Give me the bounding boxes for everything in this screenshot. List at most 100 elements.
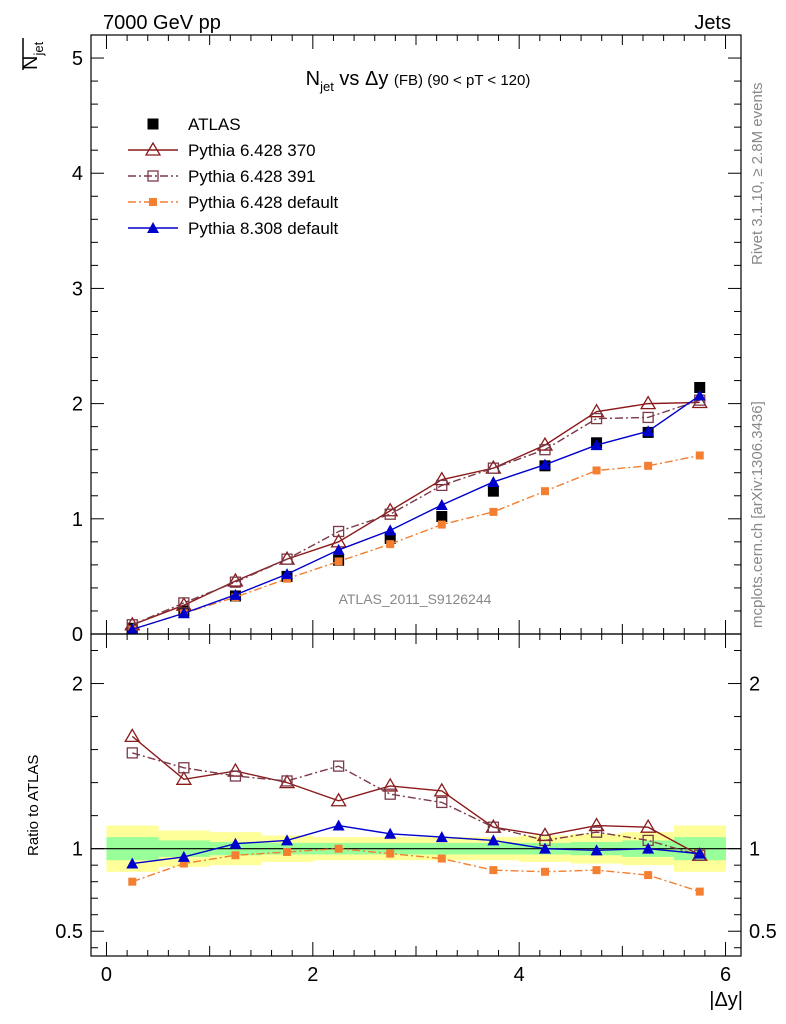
data-point <box>436 511 448 523</box>
ratio-point <box>231 851 240 860</box>
data-point <box>433 471 450 486</box>
ratio-point <box>487 834 500 846</box>
ratio-point <box>384 827 397 839</box>
data-point <box>694 381 706 393</box>
y-tick-label: 3 <box>72 278 83 300</box>
data-point <box>590 412 603 425</box>
ratio-point <box>433 782 450 797</box>
ratio-point <box>126 747 138 759</box>
data-point <box>281 553 293 565</box>
ratio-point <box>179 859 188 868</box>
data-point <box>334 557 343 566</box>
ratio-point <box>693 847 706 859</box>
data-point <box>229 576 242 588</box>
legend-item: Pythia 6.428 370 <box>128 141 316 160</box>
legend-marker <box>147 170 159 182</box>
ratio-point <box>175 771 192 785</box>
header-jets-label: Jets <box>694 12 731 34</box>
y-tick-label: 4 <box>72 163 83 185</box>
ratio-line <box>132 752 700 856</box>
legend-item: ATLAS <box>147 115 241 134</box>
legend-marker <box>149 198 157 206</box>
data-point <box>590 439 603 451</box>
ratio-point <box>435 831 448 843</box>
data-point <box>644 461 653 470</box>
ratio-point <box>436 796 448 809</box>
chart-title: Njet vs Δy (FB) (90 < pT < 120) <box>306 68 531 94</box>
ratio-point <box>437 854 446 863</box>
x-tick-label: 0 <box>101 964 112 986</box>
legend-item: Pythia 6.428 default <box>128 193 339 212</box>
ratio-y-tick-label-right: 0.5 <box>749 921 777 943</box>
data-point <box>332 543 345 555</box>
ratio-line <box>131 735 701 856</box>
ratio-point <box>644 871 653 880</box>
ratio-point <box>332 819 345 831</box>
legend-label: Pythia 6.428 391 <box>188 167 316 186</box>
ratio-series-3 <box>126 819 706 869</box>
ratio-point <box>334 844 343 853</box>
data-point <box>540 487 549 496</box>
ratio-point <box>227 762 244 777</box>
data-point <box>229 588 242 600</box>
ratio-point <box>384 788 396 800</box>
ratio-point <box>640 818 657 833</box>
data-point <box>487 475 500 487</box>
data-point <box>642 425 655 437</box>
series-line <box>132 454 700 631</box>
legend-label: ATLAS <box>188 115 241 134</box>
data-point <box>126 623 139 635</box>
ratio-y-tick-label-right: 1 <box>749 839 760 861</box>
ratio-point <box>229 837 242 849</box>
legend-item: Pythia 6.428 391 <box>128 167 316 186</box>
data-point <box>487 462 500 474</box>
ratio-point <box>642 842 655 854</box>
ratio-y-axis-label: Ratio to ATLAS <box>25 755 42 856</box>
legend-label: Pythia 6.428 370 <box>188 141 316 160</box>
ratio-y-tick-label: 2 <box>72 674 83 696</box>
ratio-point <box>330 792 347 807</box>
legend-item: Pythia 8.308 default <box>128 219 339 238</box>
data-point <box>384 524 397 536</box>
ratio-point <box>332 760 345 772</box>
ratio-line <box>132 824 700 865</box>
series-line <box>131 399 700 626</box>
y-tick-label: 2 <box>72 394 83 416</box>
ratio-point <box>487 821 500 833</box>
ratio-line <box>132 847 700 893</box>
legend-label: Pythia 8.308 default <box>188 219 339 238</box>
ratio-y-tick-label: 0.5 <box>55 921 83 943</box>
y-tick-label: 1 <box>72 509 83 531</box>
ratio-point <box>592 866 601 875</box>
ratio-point <box>538 842 551 854</box>
ratio-point <box>386 849 395 858</box>
y-tick-label: 0 <box>72 624 83 646</box>
ratio-frame <box>90 633 742 957</box>
ratio-point <box>124 728 141 743</box>
data-point <box>538 458 551 470</box>
data-point <box>435 498 448 510</box>
ratio-point <box>588 817 605 832</box>
ratio-panel: 0 2 4 6 0.5 0.5 1 1 2 2 <box>55 633 777 986</box>
data-point <box>436 479 448 492</box>
data-point <box>640 395 657 410</box>
data-point <box>384 532 396 544</box>
data-point <box>386 540 395 549</box>
ratio-point <box>283 847 292 856</box>
data-point <box>487 485 499 497</box>
main-panel: 0 1 2 3 4 5 <box>72 34 742 646</box>
rivet-label: Rivet 3.1.10, ≥ 2.8M events <box>749 83 766 266</box>
series-4 <box>126 389 706 635</box>
ratio-series-2 <box>128 844 704 896</box>
ratio-point <box>540 867 549 876</box>
data-point <box>695 451 704 460</box>
ratio-point <box>489 866 498 875</box>
data-point <box>693 389 706 401</box>
ratio-y-tick-label: 1 <box>72 839 83 861</box>
legend: ATLAS Pythia 6.428 370 Pythia 6.428 391 Pyt… <box>128 115 339 238</box>
legend-marker <box>147 222 159 233</box>
svg-text:Njet: Njet <box>20 41 46 70</box>
data-point <box>539 444 551 456</box>
ratio-point <box>178 762 190 774</box>
